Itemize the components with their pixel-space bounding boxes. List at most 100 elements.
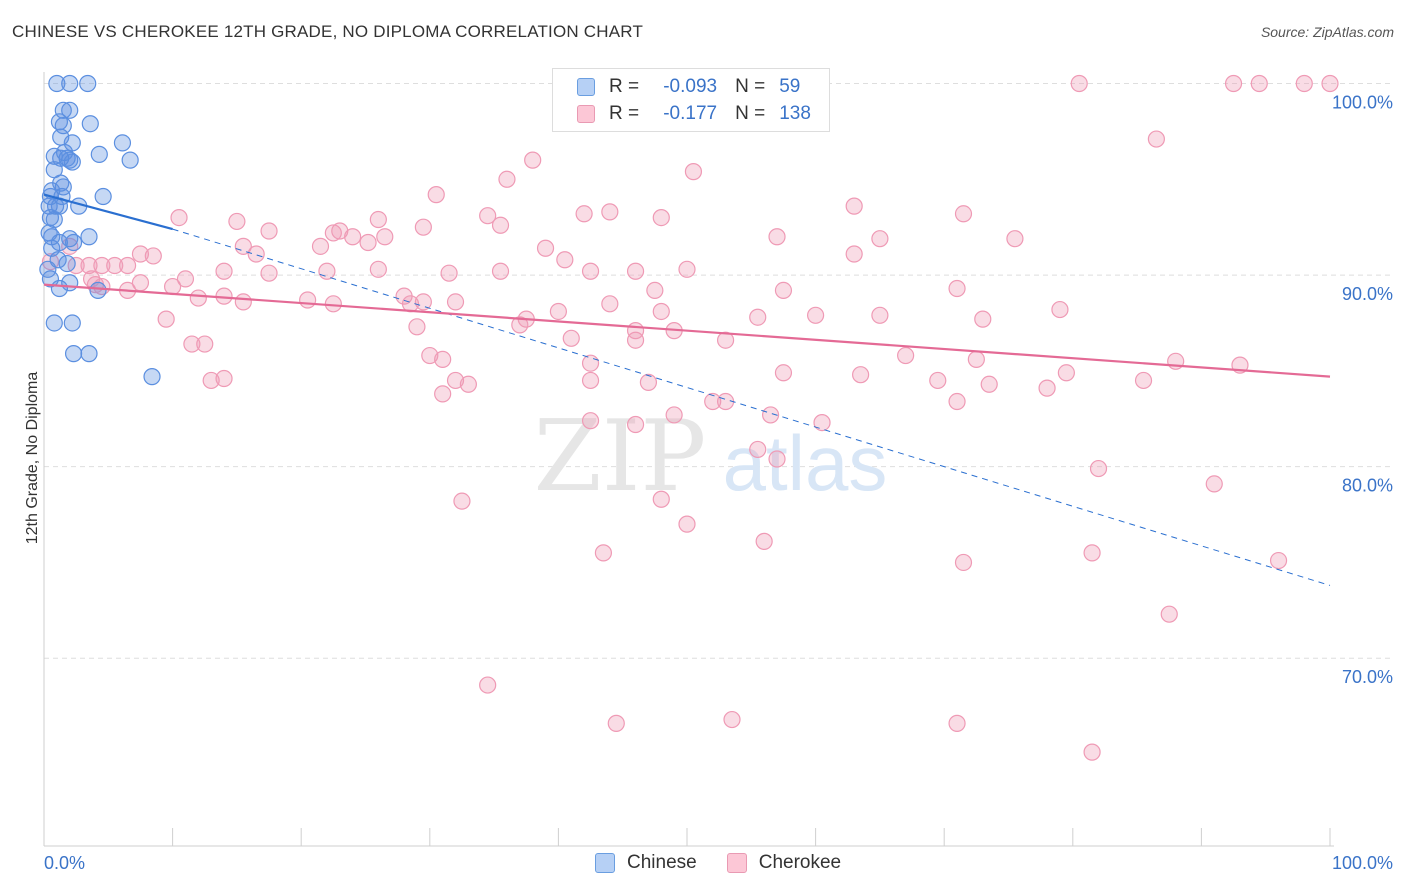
cherokee-point-85 [157,310,175,328]
y-tick-label-0: 100.0% [1332,92,1393,112]
legend-item-cherokee[interactable]: Cherokee [726,852,842,874]
cherokee-point-9 [1147,130,1165,148]
cherokee-point-71 [234,293,252,311]
cherokee-point-113 [1057,364,1075,382]
chinese-point-2 [79,74,97,93]
cherokee-point-50 [260,264,278,282]
cherokee-point-12 [684,163,703,181]
stats-legend: R = -0.093 N = 59 R = -0.177 N = 138 [552,68,830,132]
cherokee-point-42 [556,251,574,269]
x-tick-label-min: 0.0% [44,853,85,873]
cherokee-point-87 [511,316,529,334]
cherokee-point-6 [1250,74,1268,93]
cherokee-point-79 [652,302,670,321]
legend-row-chinese: R = -0.093 N = 59 [577,74,800,100]
cherokee-point-14 [601,203,619,221]
cherokee-point-32 [1006,230,1024,248]
grid-lines [44,82,1392,659]
chinese-point-37 [64,233,83,252]
series-legend: Chinese Cherokee [595,852,871,874]
chinese-swatch [577,78,595,96]
chinese-point-46 [45,314,63,332]
cherokee-point-126 [768,450,786,468]
cherokee-point-8 [1321,74,1339,93]
chinese-point-50 [143,368,161,386]
cherokee-legend-label: Cherokee [758,852,842,873]
y-tick-label-1: 90.0% [1342,284,1393,304]
cherokee-point-17 [575,205,593,223]
cherokee-point-10 [524,151,542,169]
cherokee-point-40 [536,239,555,257]
cherokee-point-110 [852,366,870,384]
cherokee-point-134 [954,553,973,572]
cherokee-point-93 [716,331,735,349]
r-label: R = [609,103,640,124]
cherokee-point-69 [189,289,207,307]
cherokee-point-38 [131,245,150,263]
cherokee-point-73 [324,295,342,313]
chinese-point-49 [80,345,98,363]
chinese-point-10 [113,134,132,152]
chinese-point-7 [81,115,99,133]
watermark: ZIP atlas [534,400,888,514]
cherokee-point-31 [376,228,394,246]
cherokee-point-139 [607,714,625,732]
cherokee-point-133 [755,532,773,550]
cherokee-point-124 [813,413,831,432]
cherokee-point-34 [871,230,889,248]
cherokee-point-56 [106,256,124,275]
cherokee-point-109 [774,364,793,382]
cherokee-point-72 [299,291,317,309]
cherokee-point-76 [446,293,465,311]
cherokee-point-20 [170,209,188,227]
cherokee-r-value: -0.177 [663,103,718,124]
cherokee-point-5 [1224,74,1243,93]
chinese-point-17 [63,153,81,171]
cherokee-point-27 [344,228,362,246]
cherokee-point-63 [164,277,182,296]
cherokee-point-94 [183,335,201,353]
cherokee-n-value: 138 [779,103,811,124]
cherokee-point-135 [1083,544,1101,562]
cherokee-point-7 [1295,74,1313,93]
cherokee-point-44 [369,260,387,278]
cherokee-legend-swatch [726,853,747,873]
legend-item-chinese[interactable]: Chinese [595,852,697,874]
cherokee-point-111 [929,371,947,390]
cherokee-point-48 [626,262,645,280]
cherokee-point-112 [980,375,998,393]
watermark-zip: ZIP [534,400,707,514]
cherokee-point-141 [948,714,966,732]
cherokee-point-4 [1070,74,1088,93]
cherokee-point-115 [434,385,452,403]
cherokee-point-125 [749,440,767,459]
cherokee-point-106 [459,375,477,393]
chinese-point-18 [121,151,139,169]
cherokee-point-78 [601,295,619,313]
chinese-trend-solid [43,193,173,231]
cherokee-point-137 [1160,605,1178,623]
cherokee-point-136 [1269,551,1288,570]
cherokee-point-49 [678,260,696,278]
cherokee-point-68 [948,279,966,298]
chinese-point-4 [61,101,79,119]
cherokee-point-22 [260,222,278,240]
cherokee-point-97 [434,350,452,368]
cherokee-point-129 [453,492,471,510]
y-tick-label-2: 80.0% [1342,476,1393,496]
chinese-point-40 [58,254,76,273]
cherokee-point-81 [806,306,825,324]
chinese-point-47 [63,314,81,332]
chinese-point-12 [90,145,108,163]
cherokee-point-24 [369,210,387,229]
chinese-point-48 [64,345,83,363]
cherokee-point-116 [704,392,722,411]
source-label: Source: ZipAtlas.com [1260,24,1394,40]
chinese-legend-label: Chinese [627,852,697,873]
cherokee-point-29 [311,237,330,255]
cherokee-point-28 [359,233,377,252]
chinese-r-value: -0.093 [663,76,718,97]
cherokee-point-95 [196,335,214,353]
cherokee-point-123 [761,406,780,424]
cherokee-point-25 [414,218,432,236]
